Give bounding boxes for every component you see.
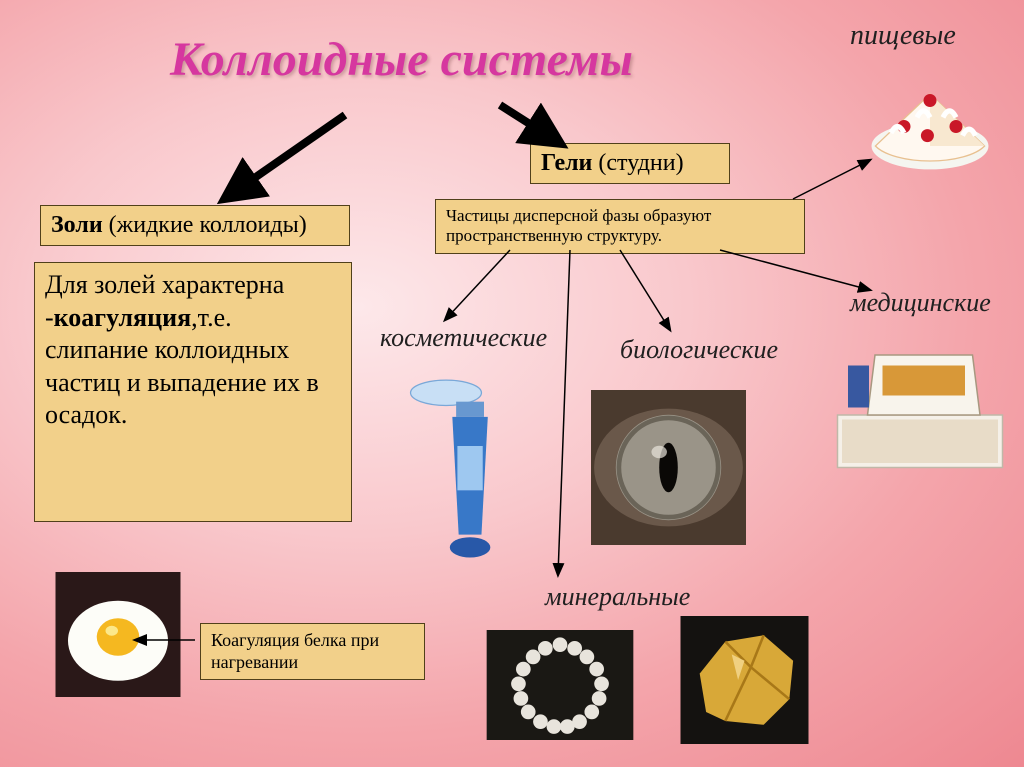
label-bio-text: биологические xyxy=(620,335,778,364)
sols-desc-box: Для золей характерна -коагуляция,т.е. сл… xyxy=(34,262,352,522)
sols-heading-box: Золи (жидкие коллоиды) xyxy=(40,205,350,246)
sols-heading-rest: (жидкие коллоиды) xyxy=(103,212,307,238)
label-food: пищевые xyxy=(850,20,956,52)
label-mineral-text: минеральные xyxy=(545,582,690,611)
gels-desc-text: Частицы дисперсной фазы образуют простра… xyxy=(446,206,711,245)
image-eye xyxy=(576,390,761,545)
image-egg xyxy=(48,572,188,697)
label-medical: медицинские xyxy=(850,288,991,318)
label-mineral: минеральные xyxy=(545,582,690,612)
label-cosmetic: косметические xyxy=(380,323,547,353)
image-cosmetic-tube xyxy=(400,370,530,560)
sols-heading-bold: Золи xyxy=(51,212,103,238)
label-bio: биологические xyxy=(620,335,778,365)
label-food-text: пищевые xyxy=(850,20,956,51)
coagulation-caption: Коагуляция белка при нагревании xyxy=(211,630,379,672)
title-text: Коллоидные системы xyxy=(170,33,633,86)
image-pearls xyxy=(480,630,640,740)
image-cake xyxy=(855,55,1005,185)
main-title: Коллоидные системы xyxy=(170,32,633,87)
label-cosmetic-text: косметические xyxy=(380,323,547,352)
image-mineral xyxy=(672,616,817,744)
coagulation-caption-box: Коагуляция белка при нагревании xyxy=(200,623,425,680)
gels-heading-box: Гели (студни) xyxy=(530,143,730,184)
label-medical-text: медицинские xyxy=(850,288,991,317)
gels-heading-rest: (студни) xyxy=(592,150,683,176)
gels-heading-bold: Гели xyxy=(541,150,592,176)
image-medical-gel xyxy=(830,330,1010,485)
sols-desc-bold: коагуляция xyxy=(54,303,191,332)
gels-desc-box: Частицы дисперсной фазы образуют простра… xyxy=(435,199,805,254)
